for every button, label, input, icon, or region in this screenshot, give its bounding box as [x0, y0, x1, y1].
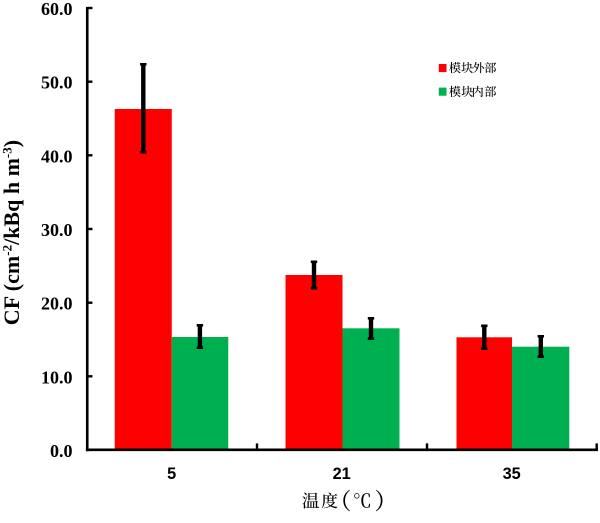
svg-text:20.0: 20.0	[41, 294, 73, 314]
svg-text:60.0: 60.0	[41, 0, 73, 19]
svg-text:50.0: 50.0	[41, 73, 73, 93]
svg-text:21: 21	[333, 465, 351, 483]
svg-text:0.0: 0.0	[50, 441, 73, 461]
svg-text:35: 35	[503, 465, 521, 483]
svg-text:40.0: 40.0	[41, 146, 73, 166]
svg-text:30.0: 30.0	[41, 220, 73, 240]
svg-text:5: 5	[167, 465, 176, 483]
svg-text:CF (cm-2/kBq h m-3): CF (cm-2/kBq h m-3)	[0, 140, 24, 325]
svg-text:10.0: 10.0	[41, 367, 73, 387]
